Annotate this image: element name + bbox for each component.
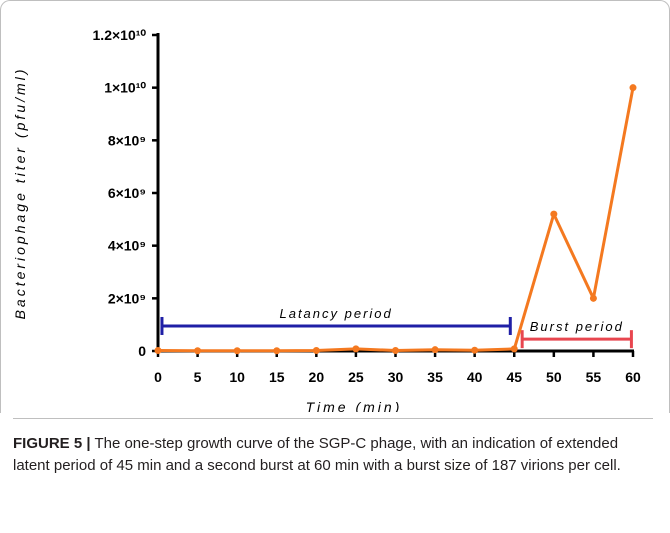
latency-period-bracket: Latancy period [160, 306, 512, 335]
data-series [154, 84, 637, 355]
y-tick-label: 6×10⁹ [108, 185, 146, 201]
plot-frame [0, 0, 670, 413]
y-axis-label: Bacteriophage titer (pfu/ml) [12, 67, 28, 320]
data-point [589, 294, 597, 302]
bracket-label: Burst period [530, 319, 624, 334]
y-tick-label: 1×10¹⁰ [104, 80, 146, 96]
x-tick-label: 15 [269, 369, 285, 385]
growth-curve-chart: 0 2×10⁹ 4×10⁹ 6×10⁹ 8×10⁹ 1×10¹⁰ 1.2×10¹⁰ 0 5 10 1… [12, 27, 641, 412]
data-point [510, 345, 518, 353]
y-tick-label: 0 [138, 343, 146, 359]
x-tick-label: 50 [546, 369, 562, 385]
y-tick-label: 1.2×10¹⁰ [93, 27, 147, 43]
x-tick-label: 30 [388, 369, 404, 385]
data-point [629, 84, 637, 92]
data-point [550, 210, 558, 218]
y-tick-label: 8×10⁹ [108, 132, 146, 148]
data-point [312, 346, 320, 354]
x-tick-label: 45 [506, 369, 522, 385]
data-point [431, 346, 439, 354]
figure-caption: FIGURE 5 | The one-step growth curve of … [13, 418, 653, 477]
y-tick-label: 2×10⁹ [108, 290, 146, 306]
x-tick-label: 25 [348, 369, 364, 385]
series-line [157, 87, 635, 353]
caption-text: The one-step growth curve of the SGP-C p… [13, 435, 621, 474]
x-tick-label: 20 [309, 369, 325, 385]
burst-period-bracket: Burst period [520, 319, 633, 349]
x-tick-label: 55 [586, 369, 602, 385]
x-tick-label: 0 [154, 369, 162, 385]
x-tick-label: 60 [625, 369, 641, 385]
data-point [273, 347, 281, 355]
data-point [471, 346, 479, 354]
x-tick-label: 40 [467, 369, 483, 385]
x-tick-label: 5 [194, 369, 202, 385]
x-tick-label: 10 [229, 369, 245, 385]
data-point [352, 345, 360, 353]
x-axis-label: Time (min) [306, 399, 403, 412]
data-point [154, 346, 162, 354]
data-point [233, 347, 241, 355]
y-tick-label: 4×10⁹ [108, 238, 146, 254]
x-tick-label: 35 [427, 369, 443, 385]
period-annotations: Latancy period Burst period [160, 306, 633, 349]
data-point [194, 347, 202, 355]
caption-label: FIGURE 5 | [13, 435, 91, 452]
data-point [392, 346, 399, 354]
bracket-label: Latancy period [279, 306, 392, 321]
